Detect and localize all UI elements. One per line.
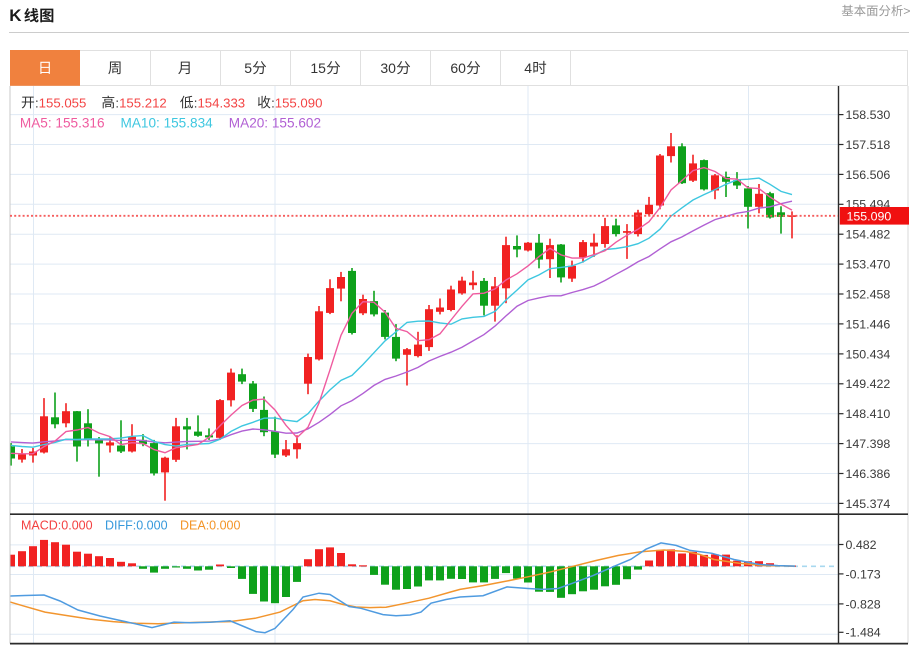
svg-text:150.434: 150.434 [846, 347, 891, 361]
svg-text:153.470: 153.470 [846, 258, 891, 272]
svg-text:K: K [9, 6, 22, 25]
svg-text:30: 30 [380, 60, 396, 76]
svg-text:MA20: 155.602: MA20: 155.602 [229, 116, 321, 131]
svg-text:155.090: 155.090 [847, 209, 892, 223]
svg-text:154.482: 154.482 [846, 228, 891, 242]
svg-text:156.506: 156.506 [846, 168, 891, 182]
svg-text:5: 5 [244, 60, 252, 76]
svg-text:157.518: 157.518 [846, 138, 891, 152]
svg-text:152.458: 152.458 [846, 287, 891, 301]
svg-text:158.530: 158.530 [846, 108, 891, 122]
svg-text:DEA:0.000: DEA:0.000 [180, 519, 241, 533]
svg-text:151.446: 151.446 [846, 317, 891, 331]
svg-text:-0.828: -0.828 [846, 597, 881, 611]
svg-text:MA5: 155.316: MA5: 155.316 [20, 116, 105, 131]
svg-text:146.386: 146.386 [846, 467, 891, 481]
svg-text:148.410: 148.410 [846, 407, 891, 421]
svg-text:147.398: 147.398 [846, 437, 891, 451]
svg-text:60: 60 [450, 60, 466, 76]
svg-text:145.374: 145.374 [846, 497, 891, 511]
svg-text:DIFF:0.000: DIFF:0.000 [105, 519, 168, 533]
svg-text:149.422: 149.422 [846, 377, 891, 391]
svg-text:>: > [903, 4, 910, 18]
svg-text:MA10: 155.834: MA10: 155.834 [121, 116, 214, 131]
svg-text::155.212: :155.212 [115, 95, 166, 110]
svg-text:0.482: 0.482 [846, 538, 877, 552]
svg-text:-0.173: -0.173 [846, 567, 881, 581]
svg-text:-1.484: -1.484 [846, 626, 881, 640]
svg-text:4: 4 [524, 60, 532, 76]
svg-text:MACD:0.000: MACD:0.000 [21, 519, 93, 533]
svg-text::154.333: :154.333 [194, 95, 245, 110]
svg-text::155.090: :155.090 [271, 95, 322, 110]
svg-text:15: 15 [310, 60, 326, 76]
svg-text::155.055: :155.055 [35, 95, 86, 110]
